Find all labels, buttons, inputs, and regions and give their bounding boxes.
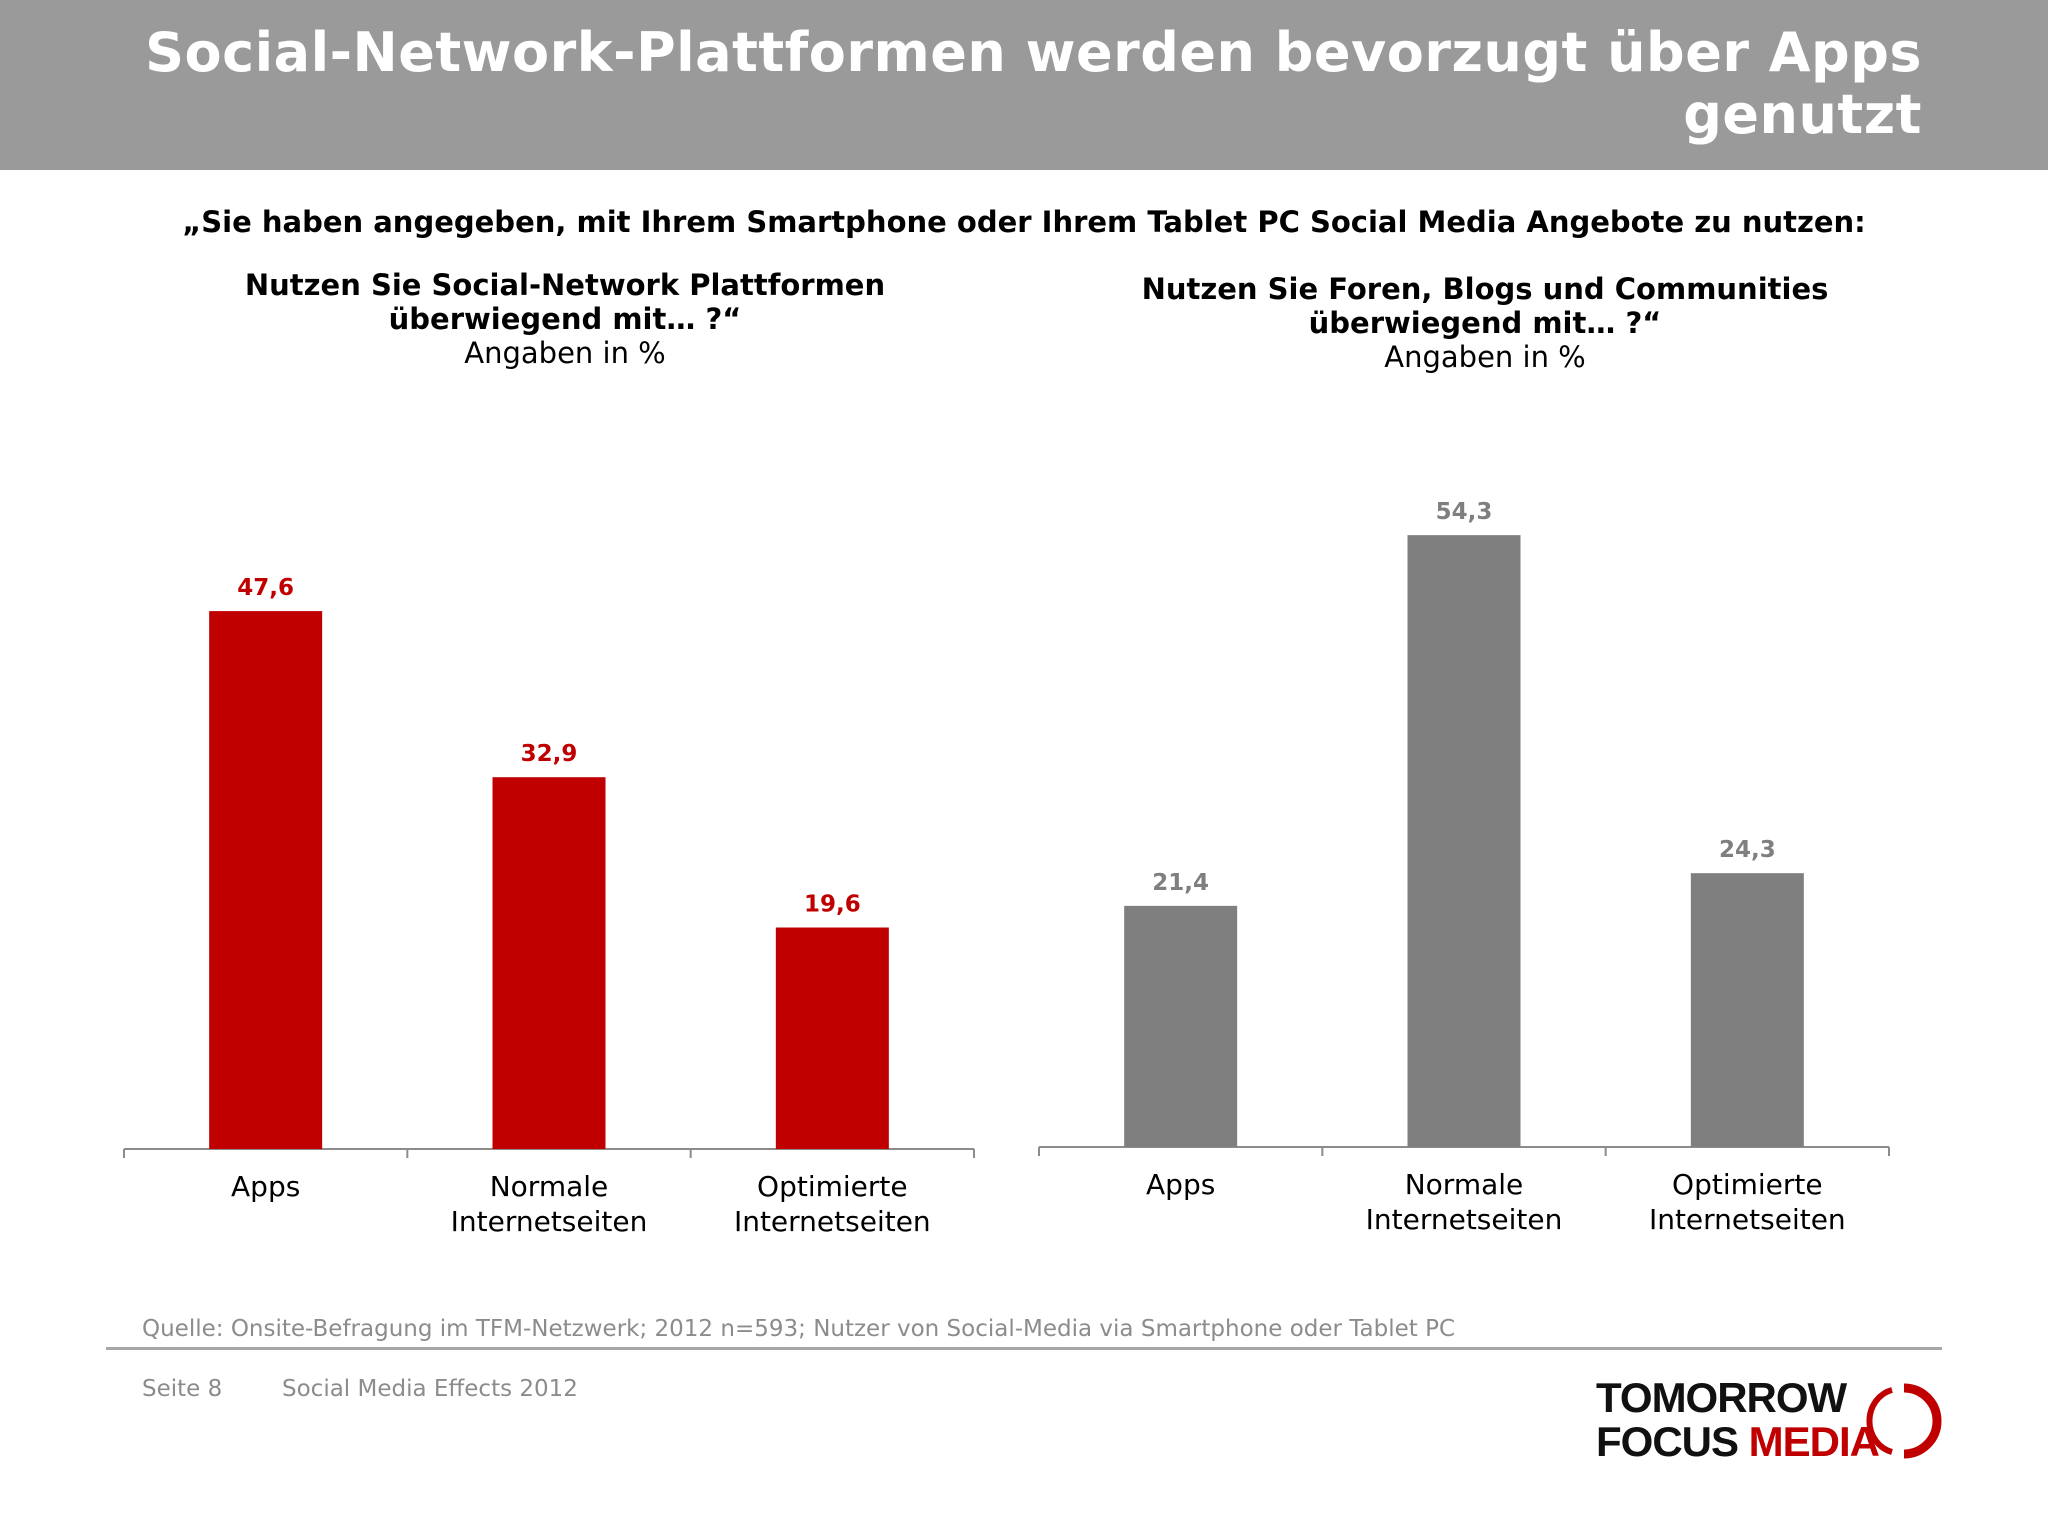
logo-text-tomorrow: TOMORROW (1596, 1374, 1847, 1421)
right-category-label: Internetseiten (1649, 1203, 1846, 1236)
report-title: Social Media Effects 2012 (282, 1376, 578, 1402)
left-category-label: Optimierte (757, 1170, 908, 1203)
page-number: Seite 8 (142, 1376, 223, 1402)
right-bar-2 (1407, 535, 1521, 1147)
bar-charts: 47,6Apps32,9NormaleInternetseiten19,6Opt… (123, 499, 1890, 1238)
left-chart-heading: Nutzen Sie Social-Network Plattformen üb… (160, 268, 970, 370)
right-bar-value-label: 54,3 (1436, 499, 1493, 525)
source-note: Quelle: Onsite-Befragung im TFM-Netzwerk… (142, 1316, 1456, 1342)
tomorrow-focus-media-logo: TOMORROW FOCUS MEDIA (1596, 1374, 1946, 1474)
right-bar-value-label: 21,4 (1152, 870, 1209, 896)
footer-divider (106, 1347, 1942, 1350)
left-chart-subtitle: Angaben in % (464, 336, 666, 370)
left-bar-value-label: 19,6 (804, 892, 861, 918)
left-chart-title-line-1: Nutzen Sie Social-Network Plattformen (244, 268, 886, 302)
right-category-label: Apps (1146, 1168, 1215, 1201)
survey-question: „Sie haben angegeben, mit Ihrem Smartpho… (182, 205, 1866, 239)
left-bar-value-label: 47,6 (237, 575, 294, 601)
right-chart-subtitle: Angaben in % (1384, 340, 1586, 374)
right-chart-heading: Nutzen Sie Foren, Blogs und Communities … (1080, 272, 1890, 374)
right-category-label: Internetseiten (1366, 1203, 1563, 1236)
right-bar-3 (1690, 873, 1804, 1147)
right-bar-value-label: 24,3 (1719, 837, 1776, 863)
right-category-label: Optimierte (1672, 1168, 1823, 1201)
left-bar-value-label: 32,9 (521, 741, 578, 767)
right-bar-1 (1124, 905, 1238, 1147)
right-chart-title-line-1: Nutzen Sie Foren, Blogs und Communities (1141, 272, 1829, 306)
logo-text-focus: FOCUS (1596, 1418, 1739, 1465)
logo-text-focus-media: FOCUS MEDIA (1596, 1418, 1880, 1466)
logo-ring-icon (1866, 1383, 1942, 1459)
left-category-label: Apps (231, 1170, 300, 1203)
title-bar: Social-Network-Plattformen werden bevorz… (0, 0, 2048, 170)
logo-text-media: MEDIA (1748, 1418, 1880, 1465)
left-bar-3 (775, 927, 889, 1149)
right-chart-title-line-2: überwiegend mit… ?“ (1308, 306, 1662, 340)
left-chart-title-line-2: überwiegend mit… ?“ (388, 302, 742, 336)
left-category-label: Internetseiten (734, 1205, 931, 1238)
left-category-label: Internetseiten (451, 1205, 648, 1238)
left-bar-1 (209, 611, 323, 1149)
right-category-label: Normale (1405, 1168, 1524, 1201)
page-title: Social-Network-Plattformen werden bevorz… (145, 21, 1922, 146)
left-bar-2 (492, 777, 606, 1149)
left-category-label: Normale (490, 1170, 609, 1203)
